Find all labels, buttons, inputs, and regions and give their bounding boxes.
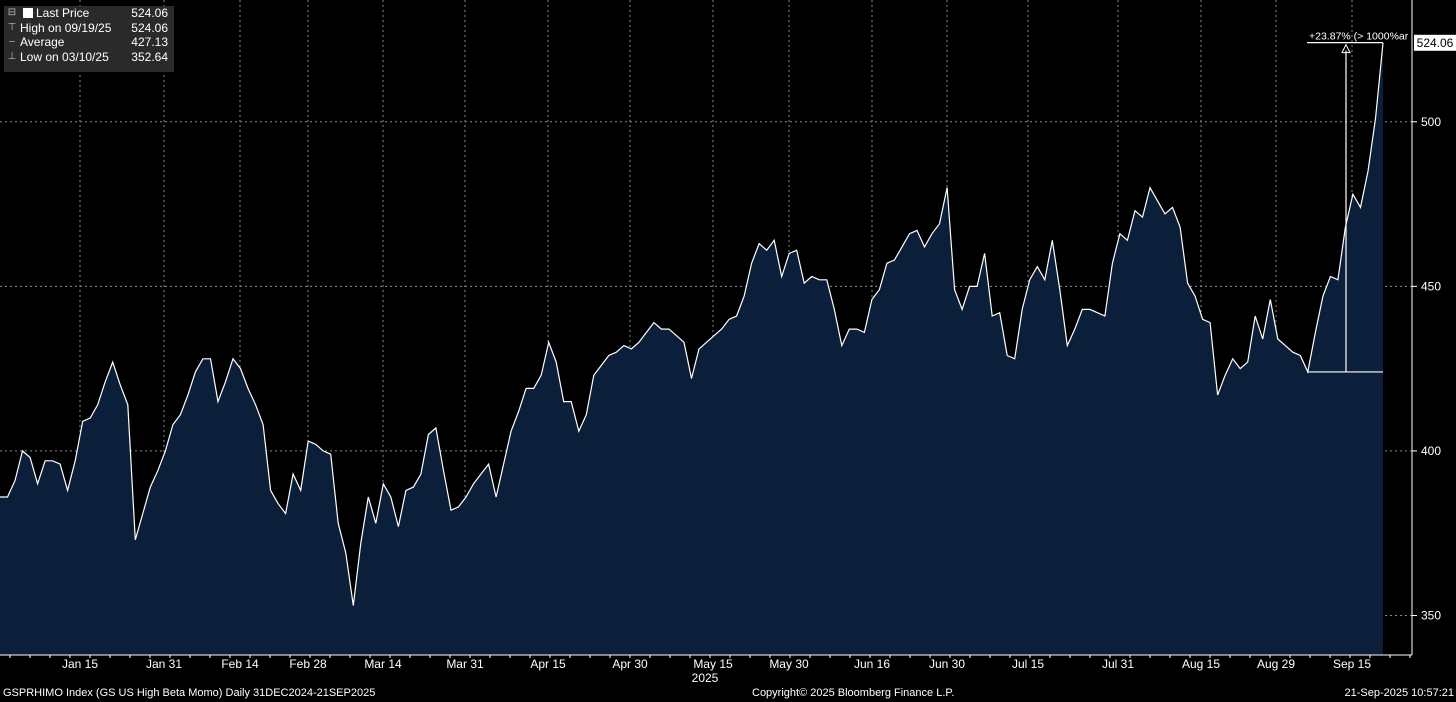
- y-tick-label: 400: [1421, 444, 1441, 458]
- change-annotation: +23.87% (> 1000%ar: [1307, 31, 1409, 373]
- legend-row-low: ⊥ Low on 03/10/25 352.64: [4, 50, 174, 65]
- x-tick-label: Apr 30: [612, 657, 648, 671]
- x-tick-label: Jan 31: [146, 657, 182, 671]
- legend-label: Last Price: [36, 6, 90, 20]
- x-tick-label: Sep 15: [1333, 657, 1371, 671]
- x-year-label: 2025: [692, 671, 719, 685]
- x-tick-label: Mar 14: [364, 657, 402, 671]
- high-marker-icon: ⊤: [7, 21, 17, 33]
- legend-row-average: ‒ Average 427.13: [4, 35, 174, 50]
- square-icon: [23, 8, 33, 19]
- x-tick-label: Aug 29: [1257, 657, 1295, 671]
- x-tick-label: Feb 14: [221, 657, 259, 671]
- axes: 350 400 450 500 Jan 15 Jan 31 Feb 14 Feb 28 Mar …: [0, 0, 1456, 685]
- x-tick-label: May 30: [769, 657, 809, 671]
- legend-value: 427.13: [131, 35, 168, 49]
- minus-box-icon[interactable]: ⊟: [7, 7, 17, 18]
- x-tick-label: Jan 15: [62, 657, 98, 671]
- x-tick-label: Apr 15: [530, 657, 566, 671]
- price-line: [0, 42, 1384, 606]
- y-tick-label: 500: [1421, 115, 1441, 129]
- legend-label: Low on 03/10/25: [20, 49, 109, 64]
- y-tick-label: 450: [1421, 279, 1441, 293]
- price-area: [0, 42, 1383, 656]
- x-tick-label: Jun 30: [929, 657, 965, 671]
- x-tick-label: Mar 31: [446, 657, 484, 671]
- legend-value: 352.64: [131, 49, 168, 64]
- footer-index-info: GSPRHIMO Index (GS US High Beta Momo) Da…: [3, 687, 376, 699]
- y-tick-label: 350: [1421, 609, 1441, 623]
- legend-label: High on 09/19/25: [20, 20, 112, 35]
- annotation-arrow-head: [1341, 43, 1351, 54]
- legend-row-high: ⊤ High on 09/19/25 524.06: [4, 21, 174, 36]
- last-value-box: [1414, 34, 1456, 51]
- average-line-icon: ‒: [9, 36, 15, 47]
- x-tick-label: May 15: [693, 657, 733, 671]
- x-tick-label: Aug 15: [1182, 657, 1220, 671]
- x-tick-label: Jul 31: [1102, 657, 1134, 671]
- legend-value: 524.06: [131, 20, 168, 35]
- footer-timestamp: 21-Sep-2025 10:57:21: [1344, 687, 1454, 699]
- footer-copyright: Copyright© 2025 Bloomberg Finance L.P.: [752, 687, 955, 699]
- legend-value: 524.06: [131, 6, 168, 20]
- low-marker-icon: ⊥: [7, 50, 17, 62]
- annotation-label: +23.87% (> 1000%ar: [1309, 31, 1409, 43]
- last-value-label: 524.06: [1417, 36, 1454, 50]
- x-tick-label: Jul 15: [1012, 657, 1044, 671]
- x-tick-label: Feb 28: [289, 657, 327, 671]
- chart-legend: ⊟ Last Price 524.06 ⊤ High on 09/19/25 5…: [4, 6, 174, 72]
- legend-label: Average: [20, 35, 65, 49]
- legend-row-last-price: ⊟ Last Price 524.06: [4, 6, 174, 21]
- x-tick-label: Jun 16: [854, 657, 890, 671]
